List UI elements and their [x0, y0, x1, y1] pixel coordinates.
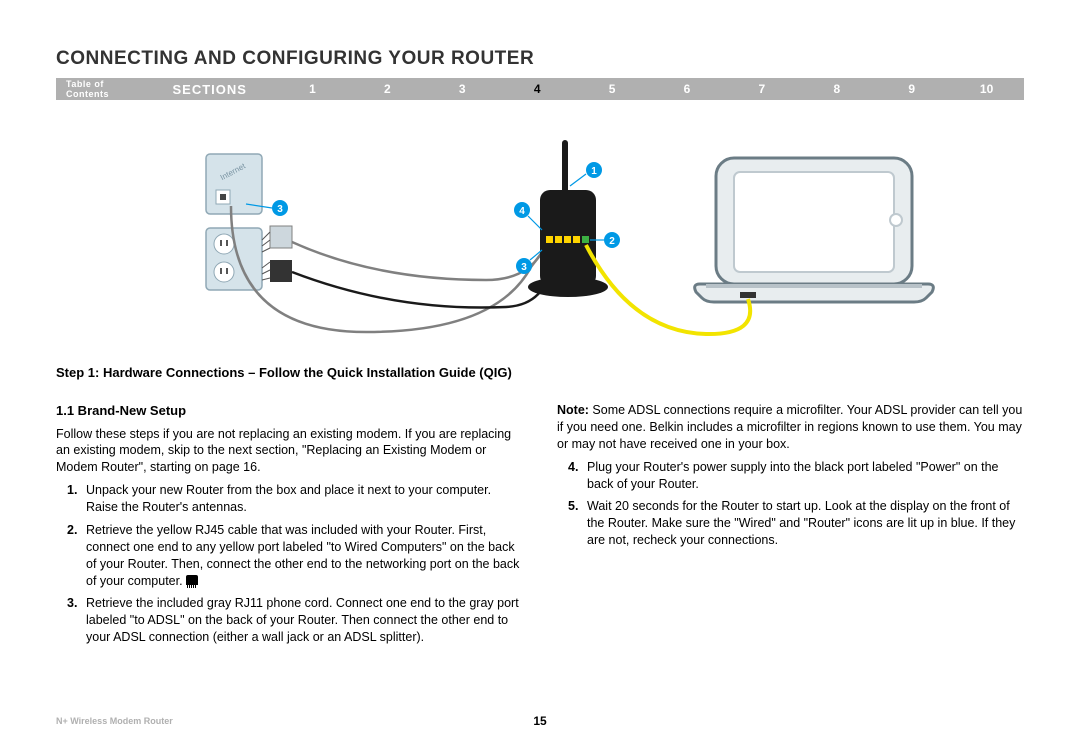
step-heading: Step 1: Hardware Connections – Follow th… — [56, 365, 1024, 380]
nav-item-1[interactable]: 1 — [275, 82, 350, 96]
nav-item-2[interactable]: 2 — [350, 82, 425, 96]
svg-text:3: 3 — [521, 262, 527, 273]
footer-product: N+ Wireless Modem Router — [56, 716, 173, 726]
nav-item-5[interactable]: 5 — [575, 82, 650, 96]
nav-item-6[interactable]: 6 — [650, 82, 725, 96]
laptop-icon — [695, 158, 934, 302]
page-title: CONNECTING AND CONFIGURING YOUR ROUTER — [56, 48, 1024, 70]
sub-heading: 1.1 Brand-New Setup — [56, 402, 523, 420]
list-item: 3. Retrieve the included gray RJ11 phone… — [56, 595, 523, 646]
list-item: 4. Plug your Router's power supply into … — [557, 459, 1024, 493]
nav-sections-label: SECTIONS — [161, 82, 275, 97]
section-nav: Table of Contents SECTIONS 1 2 3 4 5 6 7… — [56, 78, 1024, 100]
svg-text:4: 4 — [519, 206, 525, 217]
nav-item-9[interactable]: 9 — [874, 82, 949, 96]
page-footer: N+ Wireless Modem Router 15 — [56, 716, 1024, 726]
page-number: 15 — [533, 714, 546, 728]
left-intro: Follow these steps if you are not replac… — [56, 426, 523, 477]
connection-diagram: Internet — [56, 112, 1024, 347]
svg-text:1: 1 — [591, 166, 597, 177]
nav-item-3[interactable]: 3 — [425, 82, 500, 96]
nav-item-7[interactable]: 7 — [724, 82, 799, 96]
svg-text:3: 3 — [277, 204, 283, 215]
nav-item-10[interactable]: 10 — [949, 82, 1024, 96]
svg-text:2: 2 — [609, 236, 615, 247]
filter-box-icon — [270, 226, 292, 248]
nav-toc[interactable]: Table of Contents — [56, 79, 161, 99]
callout-4: 4 — [514, 202, 542, 230]
list-item: 5. Wait 20 seconds for the Router to sta… — [557, 498, 1024, 549]
callout-3b: 3 — [516, 250, 542, 274]
list-item: 1. Unpack your new Router from the box a… — [56, 482, 523, 516]
ethernet-port-icon — [186, 575, 198, 585]
nav-item-4[interactable]: 4 — [500, 82, 575, 96]
power-adapter-icon — [270, 260, 292, 282]
left-column: 1.1 Brand-New Setup Follow these steps i… — [56, 402, 523, 652]
adsl-cable — [292, 242, 542, 280]
list-item: 2. Retrieve the yellow RJ45 cable that w… — [56, 522, 523, 590]
power-cable — [292, 262, 552, 308]
nav-item-8[interactable]: 8 — [799, 82, 874, 96]
right-note: Note: Some ADSL connections require a mi… — [557, 402, 1024, 453]
right-column: Note: Some ADSL connections require a mi… — [557, 402, 1024, 652]
callout-1: 1 — [570, 162, 602, 186]
